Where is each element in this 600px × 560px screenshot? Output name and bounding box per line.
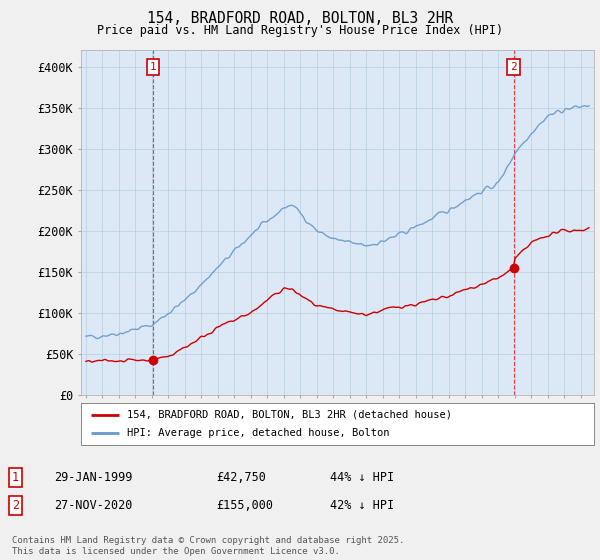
Text: £155,000: £155,000 (216, 498, 273, 512)
Text: Contains HM Land Registry data © Crown copyright and database right 2025.
This d: Contains HM Land Registry data © Crown c… (12, 536, 404, 556)
Text: Price paid vs. HM Land Registry's House Price Index (HPI): Price paid vs. HM Land Registry's House … (97, 24, 503, 36)
Text: 1: 1 (150, 62, 157, 72)
Text: 2: 2 (510, 62, 517, 72)
Text: 1: 1 (12, 470, 19, 484)
Text: 29-JAN-1999: 29-JAN-1999 (54, 470, 133, 484)
Text: £42,750: £42,750 (216, 470, 266, 484)
Text: 42% ↓ HPI: 42% ↓ HPI (330, 498, 394, 512)
Text: 27-NOV-2020: 27-NOV-2020 (54, 498, 133, 512)
Text: 154, BRADFORD ROAD, BOLTON, BL3 2HR (detached house): 154, BRADFORD ROAD, BOLTON, BL3 2HR (det… (127, 410, 452, 420)
Text: HPI: Average price, detached house, Bolton: HPI: Average price, detached house, Bolt… (127, 428, 389, 438)
Text: 154, BRADFORD ROAD, BOLTON, BL3 2HR: 154, BRADFORD ROAD, BOLTON, BL3 2HR (147, 11, 453, 26)
Text: 2: 2 (12, 498, 19, 512)
Text: 44% ↓ HPI: 44% ↓ HPI (330, 470, 394, 484)
